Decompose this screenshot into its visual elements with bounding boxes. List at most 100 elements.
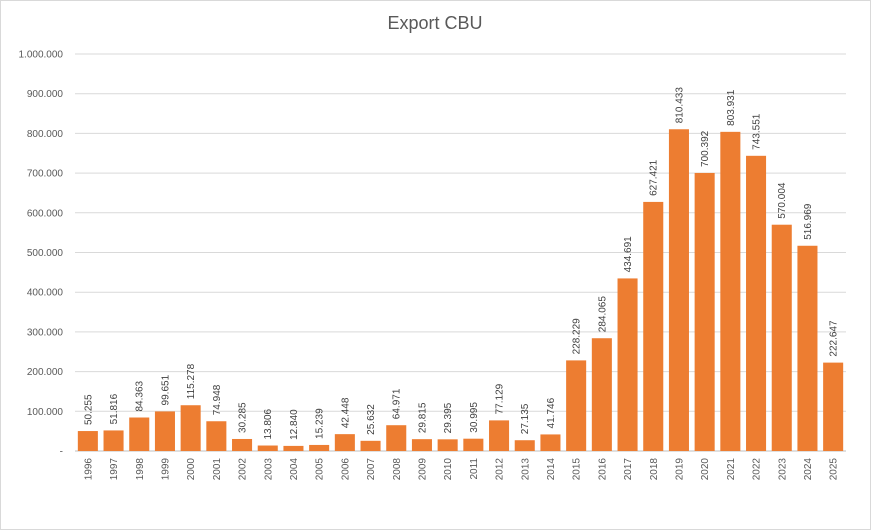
- data-label: 222.647: [829, 320, 840, 357]
- data-label: 15.239: [315, 408, 326, 439]
- data-label: 115.278: [186, 363, 197, 399]
- data-label: 284.065: [597, 296, 608, 333]
- x-tick-label: 2019: [674, 458, 685, 481]
- x-tick-label: 2011: [469, 458, 480, 480]
- x-tick-label: 2003: [263, 458, 274, 481]
- x-tick-label: 2005: [315, 458, 326, 481]
- y-tick-label: 700.000: [27, 169, 64, 180]
- data-label: 77.129: [495, 383, 506, 414]
- bar: [489, 420, 510, 451]
- bar: [463, 438, 484, 451]
- data-label: 27.135: [520, 403, 531, 434]
- bar: [360, 440, 381, 451]
- x-tick-label: 2010: [443, 458, 454, 481]
- bar: [334, 434, 355, 451]
- bars: [77, 129, 844, 452]
- y-tick-label: 200.000: [27, 367, 64, 378]
- bar: [103, 430, 124, 451]
- data-label: 12.840: [289, 409, 300, 440]
- bar: [283, 445, 304, 451]
- data-labels: 50.255 51.816 84.363 99.651 115.278 74.948 30.…: [83, 87, 839, 440]
- bar: [746, 155, 767, 452]
- bar: [720, 131, 741, 451]
- y-tick-label: 100.000: [27, 407, 64, 418]
- data-label: 74.948: [212, 384, 223, 415]
- x-tick-label: 2001: [212, 458, 223, 481]
- x-tick-label: 2009: [417, 458, 428, 481]
- x-tick-label: 2002: [238, 458, 249, 481]
- data-label: 516.969: [803, 203, 814, 240]
- bar: [386, 425, 407, 451]
- data-label: 42.448: [340, 397, 351, 428]
- y-tick-label: 500.000: [27, 248, 64, 259]
- y-tick-label: 400.000: [27, 288, 64, 299]
- bar: [771, 224, 792, 451]
- data-label: 30.995: [469, 402, 480, 433]
- bar: [77, 431, 98, 451]
- x-tick-label: 2006: [340, 458, 351, 481]
- x-tick-label: 2023: [777, 458, 788, 481]
- x-tick-label: 2008: [392, 458, 403, 481]
- y-tick-label: 300.000: [27, 327, 64, 338]
- x-tick-label: 2017: [623, 458, 634, 481]
- bar: [823, 362, 844, 451]
- bar: [643, 201, 664, 451]
- bar: [797, 245, 818, 451]
- x-axis-ticks: 1996 1997 1998 1999 2000 2001 2002 2003 2004 2005…: [83, 458, 839, 481]
- bar: [180, 405, 201, 451]
- x-tick-label: 2018: [649, 458, 660, 481]
- bar: [257, 445, 278, 451]
- x-tick-label: 1996: [83, 458, 94, 481]
- data-label: 803.931: [726, 89, 737, 126]
- data-label: 50.255: [83, 394, 94, 425]
- data-label: 30.285: [238, 402, 249, 433]
- data-label: 29.395: [443, 402, 454, 433]
- data-label: 84.363: [135, 380, 146, 411]
- x-tick-label: 2025: [829, 458, 840, 481]
- bar: [129, 417, 150, 451]
- bar: [154, 411, 175, 451]
- x-tick-label: 2020: [700, 458, 711, 481]
- bar: [694, 172, 715, 451]
- x-tick-label: 2007: [366, 458, 377, 481]
- data-label: 570.004: [777, 182, 788, 219]
- y-tick-label: 900.000: [27, 89, 64, 100]
- data-label: 29.815: [417, 402, 428, 433]
- y-tick-label: 1.000.000: [19, 50, 64, 61]
- x-tick-label: 2004: [289, 458, 300, 481]
- bar: [668, 129, 689, 451]
- gridlines: [75, 53, 846, 452]
- bar: [617, 278, 638, 451]
- x-tick-label: 1998: [135, 458, 146, 481]
- bar: [232, 438, 253, 451]
- x-tick-label: 2012: [495, 458, 506, 481]
- x-tick-label: 1997: [109, 458, 120, 481]
- y-tick-label: 800.000: [27, 129, 64, 140]
- bar: [309, 444, 330, 451]
- y-axis-ticks: - 100.000 200.000 300.000 400.000 500.000 600.…: [19, 50, 64, 458]
- data-label: 13.806: [263, 408, 274, 439]
- x-tick-label: 2024: [803, 458, 814, 481]
- bar: [566, 360, 587, 451]
- data-label: 810.433: [674, 87, 685, 124]
- x-tick-label: 2016: [597, 458, 608, 481]
- data-label: 25.632: [366, 404, 377, 435]
- y-tick-label: 600.000: [27, 208, 64, 219]
- data-label: 743.551: [752, 113, 763, 150]
- data-label: 99.651: [160, 374, 171, 405]
- data-label: 627.421: [649, 159, 660, 196]
- y-tick-label: -: [60, 447, 63, 458]
- x-tick-label: 2015: [572, 458, 583, 481]
- data-label: 51.816: [109, 393, 120, 424]
- data-label: 434.691: [623, 236, 634, 273]
- data-label: 700.392: [700, 130, 711, 167]
- bar: [411, 439, 432, 451]
- data-label: 41.746: [546, 397, 557, 428]
- x-tick-label: 2000: [186, 458, 197, 481]
- bar: [540, 434, 561, 451]
- x-tick-label: 1999: [160, 458, 171, 481]
- chart-title: Export CBU: [387, 13, 482, 33]
- bar: [437, 439, 458, 451]
- bar: [591, 338, 612, 451]
